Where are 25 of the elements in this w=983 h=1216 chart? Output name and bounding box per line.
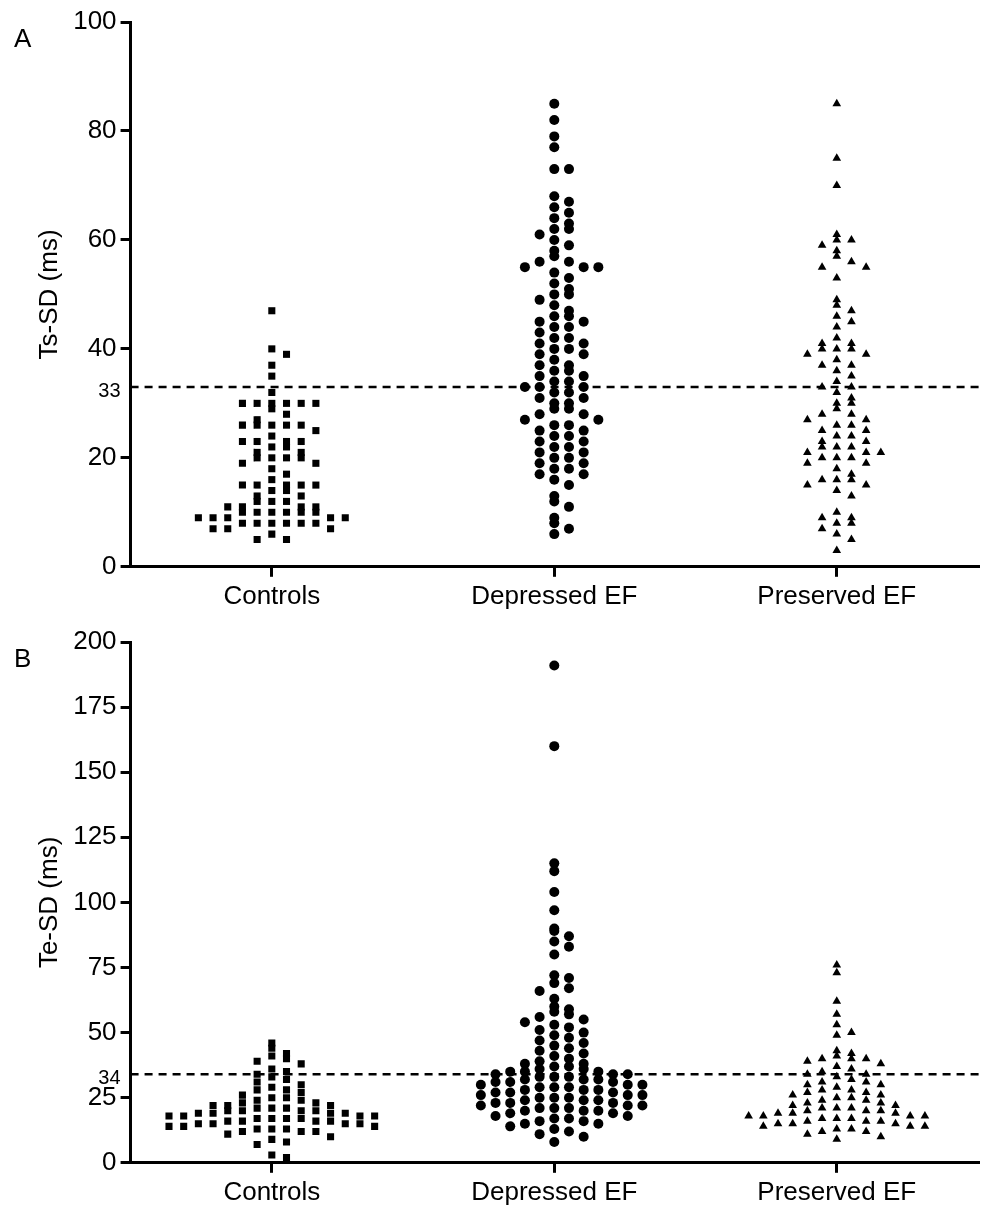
x-tick-label: Controls (223, 579, 321, 610)
y-tick-label: 80 (87, 114, 117, 145)
y-axis-title: Te-SD (ms) (32, 836, 63, 969)
y-tick-label: 150 (73, 755, 117, 786)
y-tick-label: 0 (102, 1145, 117, 1176)
y-tick-label: 200 (73, 625, 117, 656)
ref-line-label: 33 (98, 378, 121, 401)
y-tick-label: 60 (87, 223, 117, 254)
y-tick-label: 100 (73, 5, 117, 36)
y-tick-label: 50 (87, 1015, 117, 1046)
x-tick-label: Depressed EF (471, 579, 638, 610)
y-tick-label: 175 (73, 690, 117, 721)
x-tick-label: Controls (223, 1175, 321, 1206)
x-tick-label: Preserved EF (757, 579, 917, 610)
y-tick-label: 125 (73, 820, 117, 851)
x-tick-label: Preserved EF (757, 1175, 917, 1206)
y-tick-label: 0 (102, 549, 117, 580)
y-tick-label: 20 (87, 441, 117, 472)
y-tick-label: 75 (87, 950, 117, 981)
x-tick-label: Depressed EF (471, 1175, 638, 1206)
y-axis-title: Ts-SD (ms) (32, 229, 63, 360)
chart-title: B (14, 643, 32, 674)
y-tick-label: 40 (87, 332, 117, 363)
chart-title: A (14, 23, 32, 54)
y-tick-label: 100 (73, 885, 117, 916)
